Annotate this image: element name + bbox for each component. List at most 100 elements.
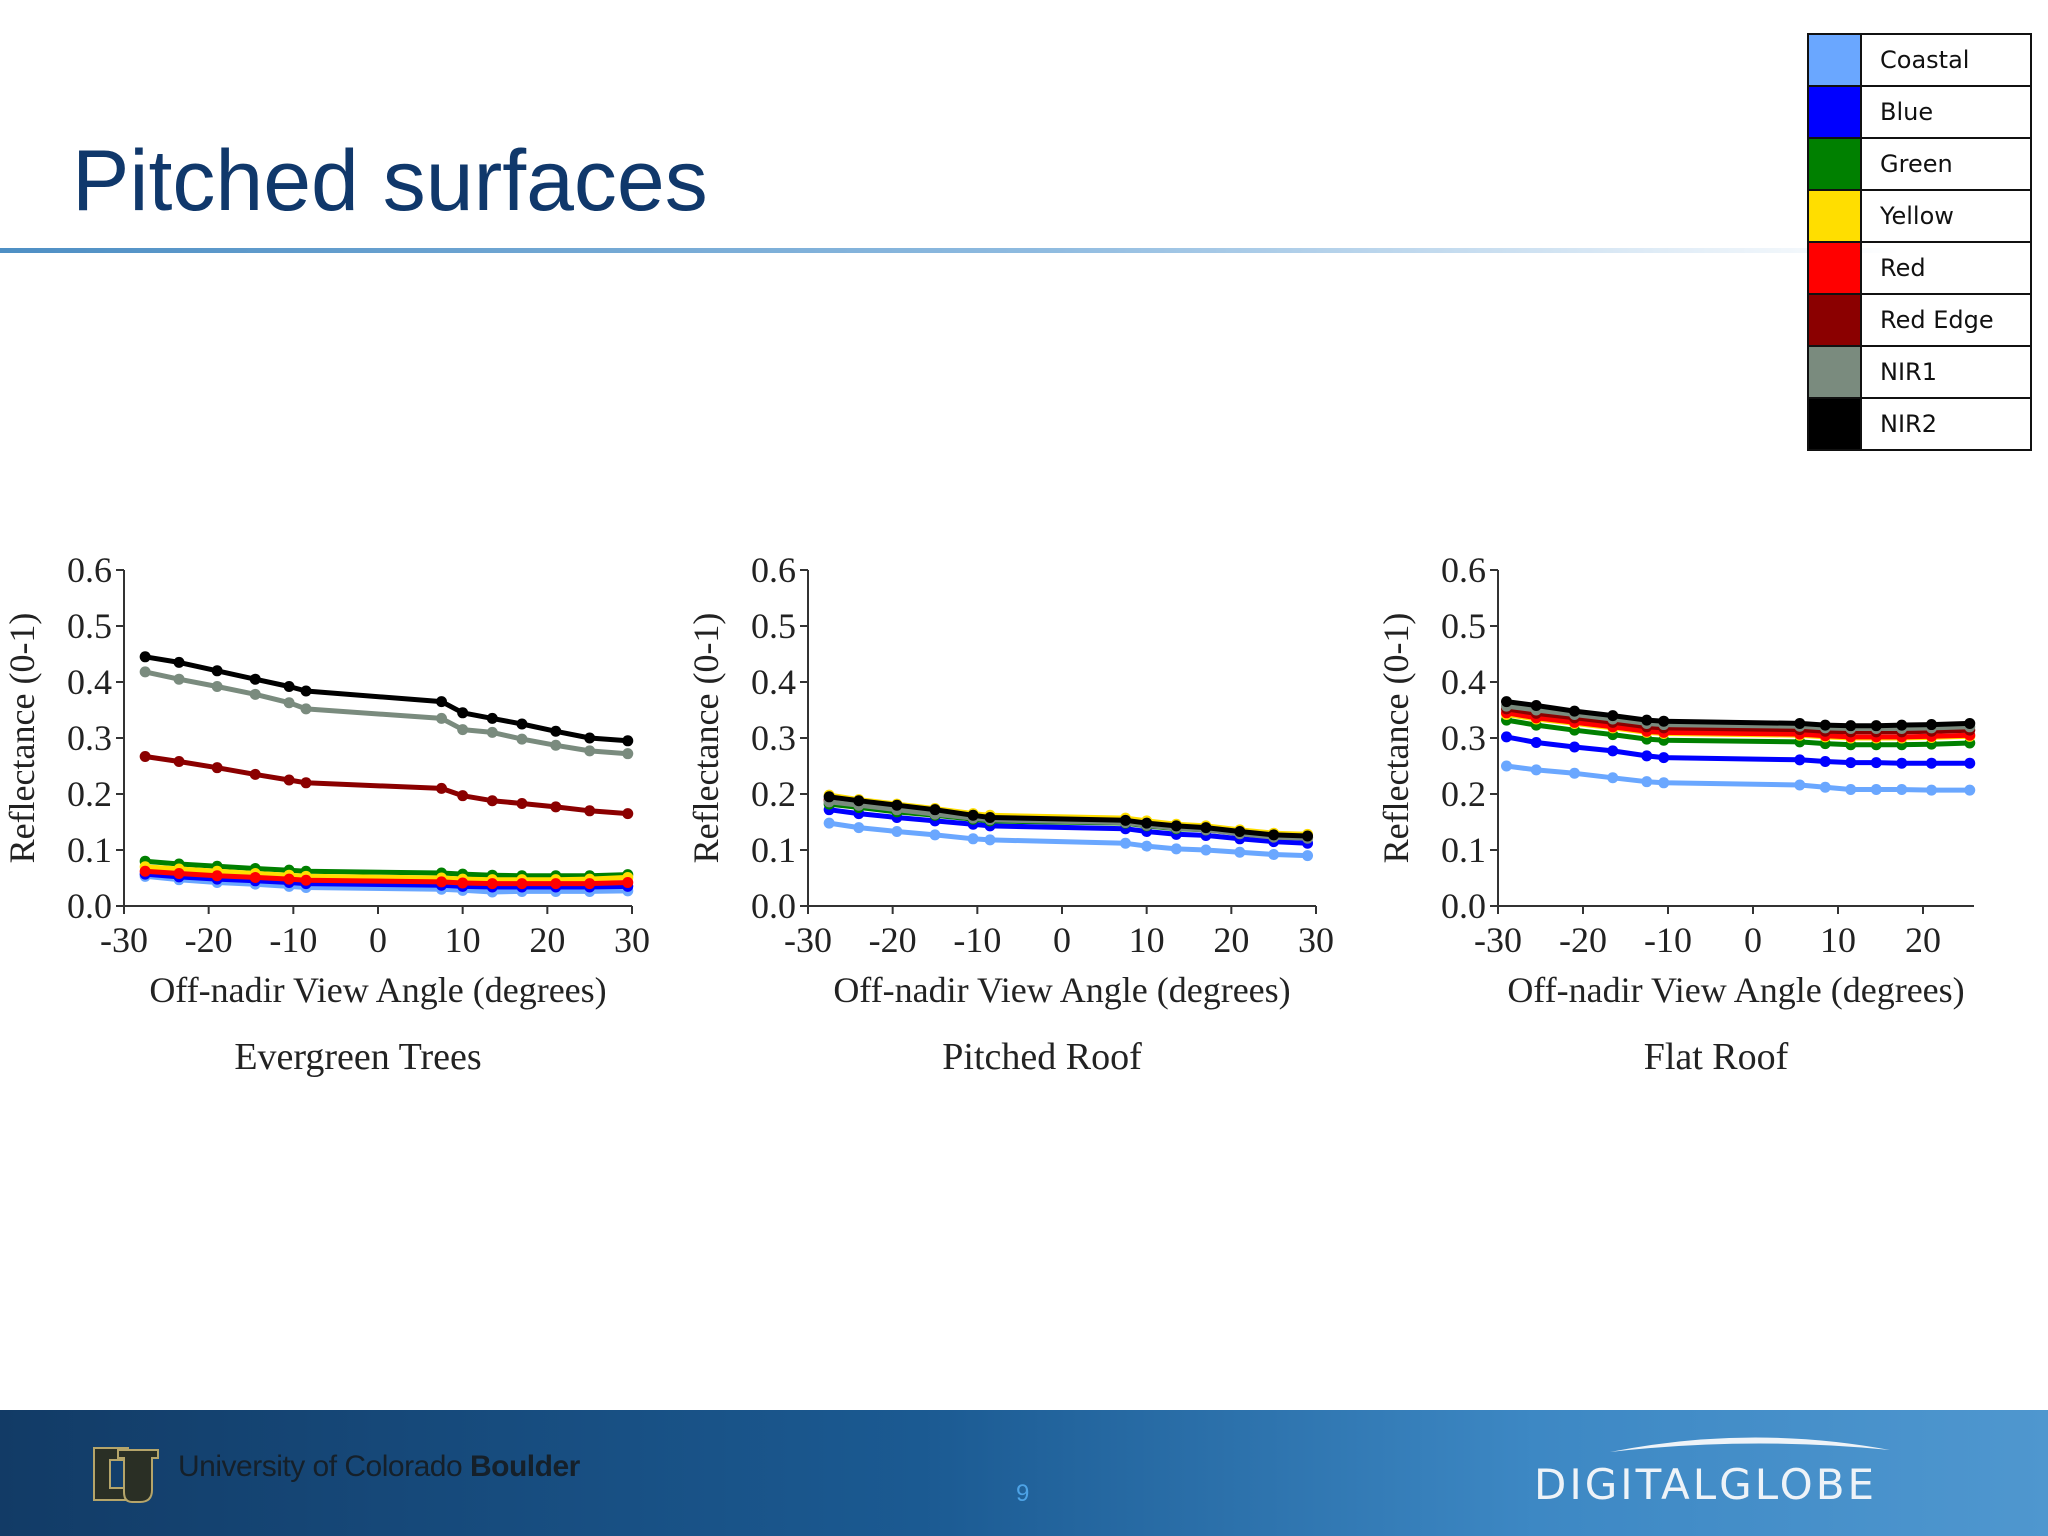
chart-2-series-coastal-point — [1268, 848, 1280, 860]
chart-1-series-red-edge-point — [516, 798, 528, 810]
chart-1-series-nir1-point — [173, 673, 185, 685]
chart-3-series-coastal-point — [1926, 784, 1937, 796]
chart-3-x-tick-label: -10 — [1644, 920, 1692, 960]
chart-3-series-coastal-point — [1501, 760, 1512, 772]
chart-2-series-nir2 — [823, 791, 1314, 842]
chart-1-series-red-point — [550, 878, 562, 890]
chart-3-series-nir2-point — [1964, 717, 1976, 729]
chart-3-series-coastal-point — [1870, 784, 1882, 796]
chart-2-series-nir2-point — [1302, 830, 1314, 842]
chart-2-group: 0.0 0.1 0.2 0.3 0.4 0.5 0.6 -30 -20 -10 0 10 20 30Off… — [686, 550, 1334, 1078]
legend-swatch-coastal — [1807, 33, 1862, 87]
legend-label-red: Red — [1860, 241, 2032, 295]
chart-3-y-tick-label: 0.5 — [1441, 606, 1486, 646]
chart-1-series-red-point — [622, 876, 634, 888]
chart-2-series-coastal-point — [891, 826, 903, 838]
chart-3-series-blue-point — [1845, 757, 1857, 769]
legend-swatch-nir2 — [1807, 397, 1862, 451]
chart-3-series-blue — [1501, 731, 1976, 769]
chart-2-series-nir2-point — [1268, 829, 1280, 841]
chart-3-x-tick-label: -30 — [1474, 920, 1522, 960]
chart-1-series-red-edge-point — [457, 790, 469, 802]
chart-3-series-nir2 — [1501, 696, 1976, 732]
chart-2-x-tick-label: 10 — [1129, 920, 1165, 960]
chart-1-series-red-point — [516, 878, 528, 890]
chart-1-series-nir2 — [139, 651, 634, 747]
chart-1-series-nir1-point — [457, 724, 469, 736]
chart-1-y-axis-label: Reflectance (0-1) — [2, 613, 42, 864]
page-number: 9 — [1016, 1480, 1030, 1507]
chart-1-series-red-edge-point — [486, 795, 498, 807]
chart-3-series-nir2-point — [1530, 700, 1542, 712]
legend-swatch-yellow — [1807, 189, 1862, 243]
chart-1-series-red-edge-point — [211, 762, 223, 774]
chart-3-x-axis-label: Off-nadir View Angle (degrees) — [1507, 970, 1964, 1010]
chart-3-series-nir2-point — [1658, 715, 1670, 727]
chart-3-x-tick-label: 20 — [1905, 920, 1941, 960]
chart-1-series-nir2-point — [436, 696, 447, 708]
chart-1-series-nir2-point — [139, 651, 151, 663]
legend-row-red-edge: Red Edge — [1807, 293, 2032, 347]
chart-3-x-tick-label: 10 — [1820, 920, 1856, 960]
title-underline — [0, 248, 1900, 253]
chart-1-series-red-edge — [139, 750, 634, 820]
chart-2-y-tick-label: 0.5 — [751, 606, 796, 646]
chart-1-series-red-point — [486, 878, 498, 890]
chart-2-series-nir2-point — [967, 809, 979, 821]
chart-2-series-nir2-point — [853, 795, 865, 807]
chart-2-y-tick-label: 0.1 — [751, 830, 796, 870]
chart-2-y-axis-label: Reflectance (0-1) — [686, 613, 726, 864]
legend-row-blue: Blue — [1807, 85, 2032, 139]
chart-1-series-nir1-point — [249, 688, 261, 700]
chart-3-y-tick-label: 0.0 — [1441, 886, 1486, 926]
chart-1-y-tick-label: 0.6 — [67, 550, 112, 590]
chart-3-series-nir2-point — [1641, 714, 1653, 726]
chart-2-title: Pitched Roof — [942, 1036, 1142, 1078]
chart-3-series-blue-point — [1530, 736, 1542, 748]
chart-1-series-nir1-point — [300, 703, 312, 715]
university-name: University of Colorado — [178, 1450, 463, 1483]
chart-2-y-tick-label: 0.3 — [751, 718, 796, 758]
legend-swatch-blue — [1807, 85, 1862, 139]
legend-label-nir2: NIR2 — [1860, 397, 2032, 451]
chart-1-x-tick-label: -20 — [185, 920, 233, 960]
chart-1-x-tick-label: 0 — [369, 920, 387, 960]
chart-3-series-coastal-point — [1658, 777, 1670, 789]
chart-1-x-tick-label: 10 — [445, 920, 481, 960]
chart-1-y-tick-label: 0.1 — [67, 830, 112, 870]
legend-row-yellow: Yellow — [1807, 189, 2032, 243]
chart-1-series-nir1-point — [550, 739, 562, 751]
chart-1-series-red-edge-point — [249, 768, 261, 780]
chart-3-x-tick-label: 0 — [1744, 920, 1762, 960]
chart-1-series-nir2-point — [211, 665, 223, 677]
chart-3-series-blue-point — [1794, 754, 1806, 766]
chart-3-series-coastal-point — [1819, 781, 1831, 793]
chart-3-y-axis-label: Reflectance (0-1) — [1376, 613, 1416, 864]
chart-1-series-red-edge-point — [550, 801, 562, 813]
chart-3-y-tick-label: 0.3 — [1441, 718, 1486, 758]
chart-1-series-nir2-point — [550, 725, 562, 737]
chart-1-series-red-point — [249, 871, 261, 883]
chart-3-series-coastal-point — [1964, 784, 1976, 796]
chart-3-series-blue-point — [1964, 757, 1976, 769]
chart-3-series-blue-point — [1569, 741, 1580, 753]
chart-3-series-blue-point — [1658, 752, 1670, 764]
chart-3-series-blue-point — [1926, 757, 1937, 769]
chart-1-series-red-edge-point — [173, 756, 185, 768]
legend-swatch-nir1 — [1807, 345, 1862, 399]
chart-1-series-nir1-point — [283, 697, 295, 709]
chart-2-series-coastal-point — [1141, 840, 1153, 852]
university-campus: Boulder — [469, 1450, 580, 1483]
cu-logo-icon — [93, 1447, 159, 1503]
chart-2-series-nir2-point — [823, 791, 835, 803]
legend-label-nir1: NIR1 — [1860, 345, 2032, 399]
chart-2-series-nir2-point — [984, 812, 996, 824]
chart-1-series-red-point — [300, 874, 312, 886]
chart-1-series-nir1-point — [516, 733, 528, 745]
chart-1-series-nir2-point — [622, 735, 634, 747]
digitalglobe-swoosh-icon — [1610, 1437, 1890, 1452]
chart-1-series-red-point — [436, 876, 447, 888]
chart-2-y-tick-label: 0.2 — [751, 774, 796, 814]
legend-row-green: Green — [1807, 137, 2032, 191]
band-legend: Coastal Blue Green Yellow Red Red Edge N… — [1807, 33, 2032, 451]
